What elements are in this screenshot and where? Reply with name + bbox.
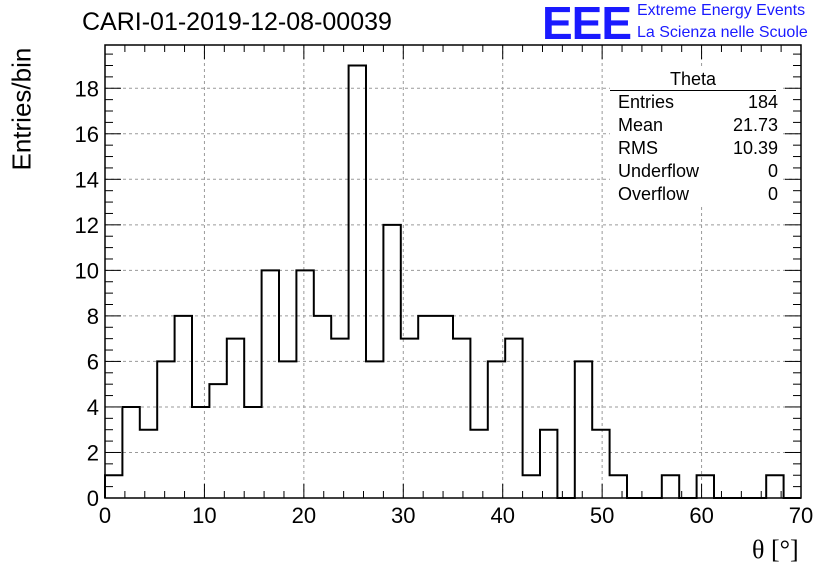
stats-label: Mean	[618, 115, 664, 135]
histogram-bin	[279, 361, 296, 498]
x-tick-label: 0	[99, 503, 111, 528]
run-title: CARI-01-2019-12-08-00039	[82, 8, 392, 36]
histogram-bin	[296, 270, 313, 498]
x-tick-label: 20	[292, 503, 316, 528]
stats-value: 0	[767, 184, 778, 204]
stats-value: 0	[767, 161, 778, 181]
histogram-bin	[575, 361, 592, 498]
stats-value: 10.39	[732, 138, 778, 158]
histogram-bin	[470, 430, 487, 498]
histogram-bin	[331, 339, 348, 498]
histogram-bin	[592, 430, 609, 498]
plot-frame	[104, 44, 802, 499]
histogram-bin	[140, 430, 157, 498]
histogram-bin	[523, 475, 540, 498]
stats-label: Entries	[618, 92, 675, 112]
histogram-bin	[192, 407, 209, 498]
histogram-bin	[383, 225, 400, 498]
y-tick-label: 8	[87, 304, 99, 329]
stats-label: RMS	[618, 138, 658, 158]
y-tick-label: 12	[75, 213, 99, 238]
x-tick-label: 60	[689, 503, 713, 528]
histogram-bin	[697, 475, 714, 498]
stats-row-rms: RMS 10.39	[618, 137, 778, 160]
stats-value: 21.73	[732, 115, 778, 135]
histogram-bin	[505, 339, 522, 498]
histogram-bin	[540, 430, 557, 498]
eee-logo: EEE	[542, 0, 632, 49]
x-tick-label: 40	[490, 503, 514, 528]
logo-caption-line2: La Scienza nelle Scuole	[637, 24, 808, 41]
histogram-outline	[104, 64, 801, 499]
histogram-bin	[349, 65, 366, 498]
y-tick-label: 2	[87, 440, 99, 465]
histogram-bin	[610, 475, 627, 498]
stats-row-overflow: Overflow 0	[618, 183, 778, 206]
histogram-bin	[662, 475, 679, 498]
x-tick-label: 10	[192, 503, 216, 528]
stats-row-mean: Mean 21.73	[618, 114, 778, 137]
stats-label: Overflow	[618, 184, 690, 204]
histogram-bin	[157, 361, 174, 498]
x-tick-label: 50	[590, 503, 614, 528]
x-tick-label: 70	[789, 503, 813, 528]
tick-labels: 0 10 20 30 40 50 60 70 0 2 4 6 8 10 12 14 16 18	[75, 76, 814, 528]
histogram-bin	[244, 407, 261, 498]
stats-label: Underflow	[618, 161, 700, 181]
histogram-bin	[209, 384, 226, 498]
x-tick-label: 30	[391, 503, 415, 528]
histogram-bin	[366, 361, 383, 498]
stats-row-entries: Entries 184	[618, 91, 778, 114]
stats-row-underflow: Underflow 0	[618, 160, 778, 183]
y-tick-label: 10	[75, 258, 99, 283]
y-tick-label: 6	[87, 349, 99, 374]
histogram-bin	[418, 316, 435, 498]
y-tick-label: 14	[75, 167, 99, 192]
y-tick-label: 0	[87, 486, 99, 511]
histogram-bin	[262, 270, 279, 498]
axis-ticks	[104, 45, 802, 499]
x-axis-label: θ [°]	[752, 535, 799, 564]
y-tick-label: 16	[75, 122, 99, 147]
histogram-bin	[227, 339, 244, 498]
histogram-bin	[436, 316, 453, 498]
y-tick-label: 18	[75, 76, 99, 101]
stats-title: Theta	[610, 68, 776, 91]
y-axis-label: Entries/bin	[6, 47, 37, 171]
logo-caption-line1: Extreme Energy Events	[637, 2, 806, 19]
stats-box: Theta Entries 184 Mean 21.73 RMS 10.39 Unde…	[610, 68, 780, 206]
stats-value: 184	[747, 92, 778, 112]
y-tick-label: 4	[87, 395, 99, 420]
histogram-bin	[453, 339, 470, 498]
